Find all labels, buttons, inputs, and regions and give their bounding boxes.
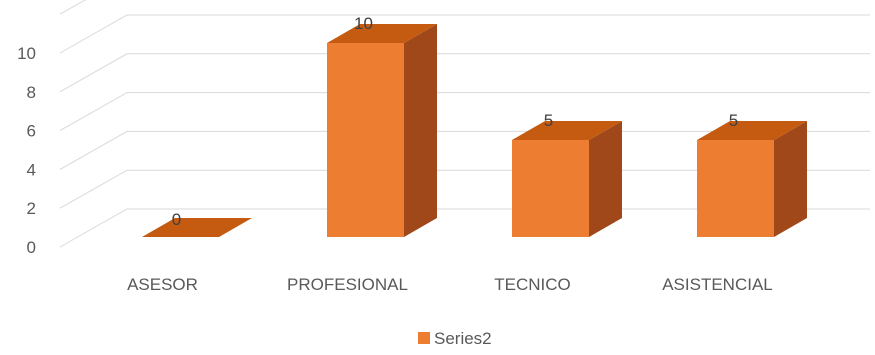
data-label-profesional: 10 xyxy=(354,14,373,33)
bars: 0 10 5 5 xyxy=(142,14,807,237)
gridline xyxy=(59,0,87,15)
bar-asistencial xyxy=(697,121,807,237)
legend-swatch-series2 xyxy=(418,332,430,344)
y-tick-label: 4 xyxy=(27,160,36,179)
legend: Series2 xyxy=(418,329,492,348)
gridline xyxy=(59,14,870,54)
bar-top xyxy=(697,121,807,140)
gridlines xyxy=(59,0,870,248)
bar-front xyxy=(697,140,774,237)
y-tick-label: 2 xyxy=(27,199,36,218)
gridline xyxy=(59,130,870,170)
y-tick-label: 10 xyxy=(17,44,36,63)
gridline xyxy=(59,92,870,132)
gridline xyxy=(59,53,870,93)
y-axis: 0 2 4 6 8 10 xyxy=(17,44,36,257)
bar-top xyxy=(142,218,252,237)
x-tick-label-tecnico: TECNICO xyxy=(494,275,571,294)
bar-asesor xyxy=(142,218,252,237)
bar-top xyxy=(327,24,437,43)
data-label-asistencial: 5 xyxy=(729,111,738,130)
x-tick-label-profesional: PROFESIONAL xyxy=(287,275,408,294)
y-tick-label: 8 xyxy=(27,83,36,102)
bar-tecnico xyxy=(512,121,622,237)
gridline xyxy=(59,169,870,209)
bar-side xyxy=(774,121,807,237)
data-label-tecnico: 5 xyxy=(544,111,553,130)
bar-front xyxy=(512,140,589,237)
data-label-asesor: 0 xyxy=(172,210,181,229)
y-tick-label: 6 xyxy=(27,122,36,141)
bar-side xyxy=(404,24,437,237)
bar-front xyxy=(327,43,404,237)
bar-top xyxy=(512,121,622,140)
gridline xyxy=(59,208,870,248)
y-tick-label: 0 xyxy=(27,238,36,257)
bar-side xyxy=(589,121,622,237)
legend-label-series2: Series2 xyxy=(434,329,492,348)
x-axis: ASESOR PROFESIONAL TECNICO ASISTENCIAL xyxy=(127,275,773,294)
x-tick-label-asesor: ASESOR xyxy=(127,275,198,294)
bar-profesional xyxy=(327,24,437,237)
x-tick-label-asistencial: ASISTENCIAL xyxy=(662,275,773,294)
